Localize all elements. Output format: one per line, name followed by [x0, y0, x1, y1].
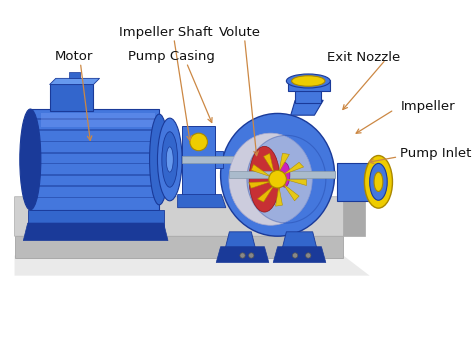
Circle shape — [249, 253, 254, 258]
Text: Exit Nozzle: Exit Nozzle — [327, 51, 401, 65]
Polygon shape — [15, 197, 365, 236]
Polygon shape — [30, 129, 159, 131]
Ellipse shape — [279, 162, 290, 187]
Ellipse shape — [162, 132, 178, 187]
Polygon shape — [264, 153, 274, 173]
Text: Motor: Motor — [55, 50, 93, 63]
Polygon shape — [343, 197, 365, 236]
Text: Pump Casing: Pump Casing — [128, 50, 215, 63]
Ellipse shape — [220, 113, 335, 236]
Circle shape — [306, 253, 311, 258]
Polygon shape — [182, 126, 215, 199]
Polygon shape — [282, 232, 317, 249]
Bar — [229, 171, 335, 178]
Ellipse shape — [20, 109, 41, 210]
Polygon shape — [295, 89, 321, 103]
Polygon shape — [283, 184, 299, 201]
Polygon shape — [69, 72, 80, 78]
Polygon shape — [178, 195, 226, 208]
Ellipse shape — [370, 163, 387, 200]
Circle shape — [269, 170, 286, 188]
Polygon shape — [288, 80, 330, 91]
Ellipse shape — [150, 114, 169, 205]
Polygon shape — [30, 152, 159, 154]
Ellipse shape — [249, 146, 280, 212]
Ellipse shape — [374, 172, 383, 192]
Ellipse shape — [229, 133, 312, 225]
Polygon shape — [30, 109, 159, 210]
Polygon shape — [275, 186, 283, 206]
Polygon shape — [279, 153, 290, 172]
Ellipse shape — [292, 76, 325, 86]
Polygon shape — [30, 141, 159, 142]
Polygon shape — [23, 223, 168, 240]
Bar — [337, 162, 377, 201]
Text: Pump Inlet: Pump Inlet — [401, 147, 472, 160]
Ellipse shape — [166, 147, 173, 172]
Circle shape — [292, 253, 298, 258]
Polygon shape — [273, 247, 326, 262]
Ellipse shape — [286, 74, 330, 88]
Bar — [182, 156, 265, 163]
Polygon shape — [50, 85, 93, 111]
Text: Impeller Shaft: Impeller Shaft — [119, 26, 212, 39]
Circle shape — [240, 253, 245, 258]
Polygon shape — [50, 78, 100, 85]
Polygon shape — [30, 162, 159, 164]
Bar — [215, 151, 223, 168]
Polygon shape — [291, 100, 323, 115]
Polygon shape — [15, 236, 343, 258]
Polygon shape — [225, 232, 255, 249]
Text: Impeller: Impeller — [401, 100, 455, 113]
Ellipse shape — [247, 135, 326, 223]
Polygon shape — [283, 162, 304, 175]
Polygon shape — [257, 185, 274, 202]
Polygon shape — [249, 181, 271, 188]
Polygon shape — [27, 210, 164, 227]
Ellipse shape — [157, 118, 182, 201]
Polygon shape — [30, 118, 159, 120]
Polygon shape — [251, 164, 271, 177]
Polygon shape — [41, 113, 155, 127]
Polygon shape — [30, 197, 159, 198]
Circle shape — [190, 133, 208, 151]
Polygon shape — [15, 255, 370, 276]
Polygon shape — [30, 185, 159, 187]
Polygon shape — [216, 247, 269, 262]
Polygon shape — [30, 174, 159, 176]
Ellipse shape — [369, 162, 384, 202]
Polygon shape — [284, 179, 306, 185]
Text: Volute: Volute — [219, 26, 261, 39]
Ellipse shape — [365, 155, 392, 208]
